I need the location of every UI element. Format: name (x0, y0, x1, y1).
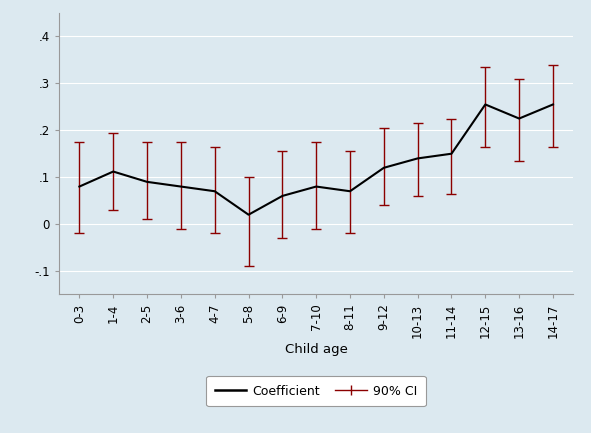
X-axis label: Child age: Child age (285, 343, 348, 356)
Legend: Coefficient, 90% CI: Coefficient, 90% CI (206, 376, 426, 407)
